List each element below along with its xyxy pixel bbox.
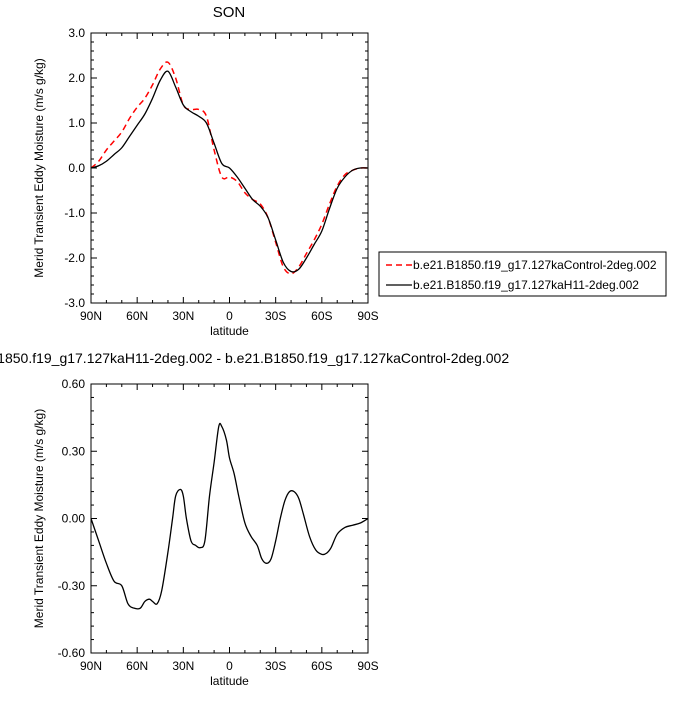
x-tick-label: 0 (226, 659, 233, 673)
y-tick-label: 1.0 (68, 116, 85, 130)
series-line-0-1 (90, 70, 369, 273)
y-tick-label: -1.0 (64, 206, 85, 220)
top-panel-frame (90, 32, 369, 304)
top-panel: SON 90N 60N 30N 0 30S 60S 90S -3.0 -2.0 -1.0 0.0 1.… (32, 4, 379, 338)
y-tick-label: -3.0 (64, 296, 85, 310)
top-panel-x-axis-label: latitude (210, 324, 249, 338)
bottom-panel-series (90, 422, 369, 610)
y-tick-label: -0.30 (58, 579, 86, 593)
bottom-panel: b.e21.B1850.f19_g17.127kaH11-2deg.002 - … (0, 350, 509, 688)
legend: b.e21.B1850.f19_g17.127kaControl-2deg.00… (378, 251, 667, 297)
series-line-1-0 (90, 422, 369, 610)
x-tick-label: 90S (357, 309, 378, 323)
x-tick-label: 90N (80, 309, 102, 323)
bottom-panel-x-axis-label: latitude (210, 674, 249, 688)
y-tick-label: -0.60 (58, 646, 86, 660)
y-tick-label: 0.30 (62, 444, 86, 458)
y-tick-label: 0.00 (62, 512, 86, 526)
x-tick-label: 90N (80, 659, 102, 673)
x-tick-label: 30S (265, 659, 286, 673)
x-tick-label: 60N (126, 659, 148, 673)
bottom-panel-y-axis-label: Merid Transient Eddy Moisture (m/s g/kg) (32, 409, 46, 628)
y-tick-label: 0.60 (62, 377, 86, 391)
y-tick-label: -2.0 (64, 251, 85, 265)
x-tick-label: 0 (226, 309, 233, 323)
top-panel-title: SON (213, 4, 246, 21)
legend-label-h11: b.e21.B1850.f19_g17.127kaH11-2deg.002 (413, 278, 639, 292)
x-tick-label: 60S (311, 659, 332, 673)
x-tick-label: 90S (357, 659, 378, 673)
x-tick-label: 30N (172, 309, 194, 323)
legend-label-control: b.e21.B1850.f19_g17.127kaControl-2deg.00… (413, 258, 657, 272)
x-tick-label: 60S (311, 309, 332, 323)
y-tick-label: 2.0 (68, 71, 85, 85)
bottom-panel-ticks: 90N 60N 30N 0 30S 60S 90S -0.60 -0.30 0.00 0.30 0.6… (58, 377, 379, 673)
top-panel-y-axis-label: Merid Transient Eddy Moisture (m/s g/kg) (32, 58, 46, 277)
top-panel-series (90, 61, 369, 275)
x-tick-label: 60N (126, 309, 148, 323)
y-tick-label: 0.0 (68, 161, 85, 175)
top-panel-ticks: 90N 60N 30N 0 30S 60S 90S -3.0 -2.0 -1.0 0.0 1.0 2.0… (64, 26, 378, 323)
y-tick-label: 3.0 (68, 26, 85, 40)
legend-box (378, 251, 667, 297)
bottom-panel-frame (90, 383, 369, 654)
x-tick-label: 30N (172, 659, 194, 673)
x-tick-label: 30S (265, 309, 286, 323)
bottom-panel-title: b.e21.B1850.f19_g17.127kaH11-2deg.002 - … (0, 350, 509, 366)
